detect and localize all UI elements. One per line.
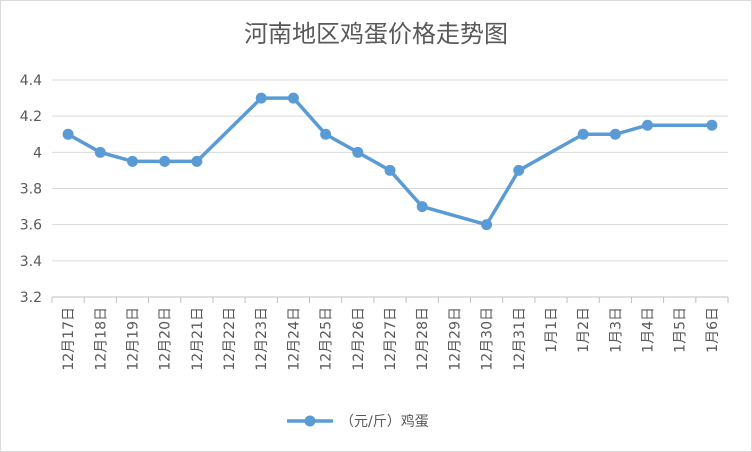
y-tick-label: 3.4 [20,254,42,270]
data-point [320,128,332,140]
legend-label: （元/斤）鸡蛋 [340,413,429,430]
data-point [159,155,171,167]
data-point [577,128,589,140]
y-tick-label: 4 [33,145,42,161]
x-tick-label: 12月29日 [447,307,463,371]
data-point [513,164,525,176]
data-point [642,119,654,131]
y-tick-label: 3.2 [20,290,42,306]
x-tick-label: 1月5日 [673,307,689,353]
x-tick-label: 12月26日 [351,307,367,371]
data-point [126,155,138,167]
data-point [384,164,396,176]
legend: （元/斤）鸡蛋 [287,413,429,430]
y-tick-label: 4.2 [20,109,42,125]
data-point [191,155,203,167]
x-tick-label: 1月4日 [641,307,657,353]
data-point [287,92,299,104]
data-point [416,201,428,213]
x-tick-label: 12月20日 [158,307,174,371]
x-tick-label: 12月25日 [319,307,335,371]
x-tick-label: 1月3日 [608,307,624,353]
x-tick-label: 12月18日 [93,307,109,371]
data-point [255,92,267,104]
data-point [481,219,493,231]
x-tick-label: 1月1日 [544,307,560,353]
x-tick-label: 12月31日 [512,307,528,371]
series-group [62,92,718,231]
x-tick-label: 12月21日 [190,307,206,371]
grid-lines [52,79,728,298]
x-tick-label: 1月2日 [576,307,592,353]
y-tick-label: 3.8 [20,182,42,198]
x-tick-label: 12月17日 [61,307,77,371]
chart-title: 河南地区鸡蛋价格走势图 [244,20,508,48]
data-point [706,119,718,131]
x-tick-label: 12月30日 [480,307,496,371]
x-tick-label: 12月28日 [415,307,431,371]
data-point [609,128,621,140]
x-tick-label: 12月22日 [222,307,238,371]
x-tick-label: 12月23日 [254,307,270,371]
x-axis: 12月17日 12月18日 12月19日 12月20日 12月21日 12月22日 12月2… [51,297,729,371]
x-tick-label: 12月24日 [286,307,302,371]
y-axis: 3.2 3.4 3.6 3.8 4 4.2 4.4 [20,73,42,306]
x-tick-label: 1月6日 [705,307,721,353]
data-point [352,146,364,158]
data-point [62,128,74,140]
y-tick-label: 4.4 [20,73,42,89]
x-tick-label: 12月19日 [125,307,141,371]
data-point [94,146,106,158]
legend-marker [304,415,316,427]
x-tick-label: 12月27日 [383,307,399,371]
y-tick-label: 3.6 [20,218,42,234]
